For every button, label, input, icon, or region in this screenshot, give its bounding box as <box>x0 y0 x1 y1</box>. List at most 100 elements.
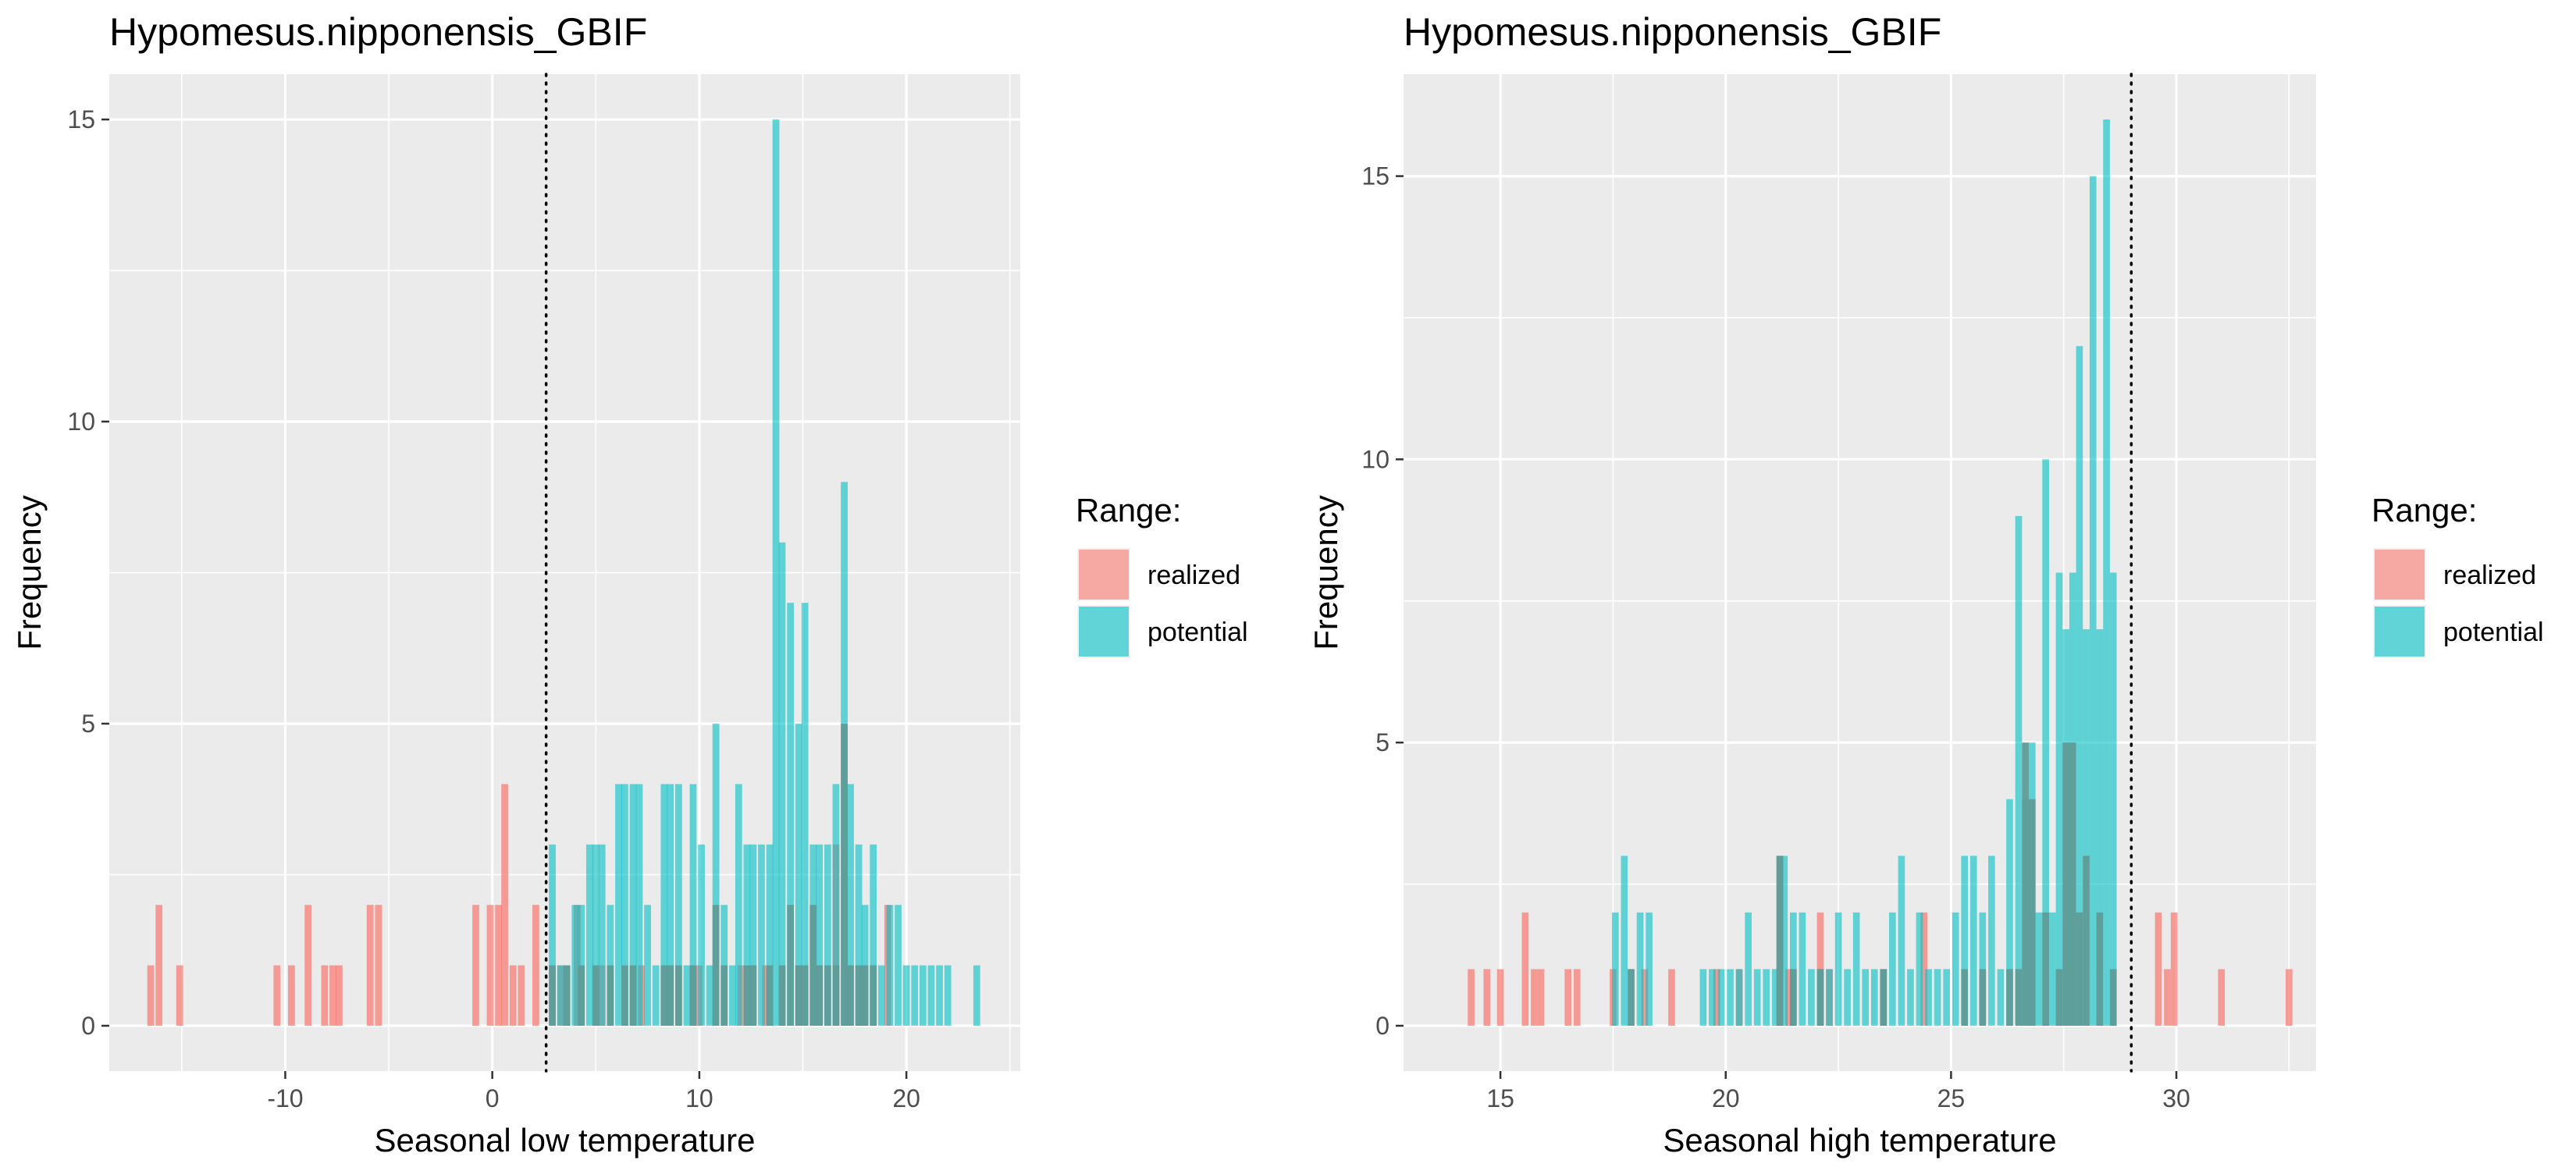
series-overlap <box>549 723 877 1026</box>
histogram-bar-realized <box>288 965 295 1026</box>
histogram-bar-potential <box>1611 912 1619 1026</box>
histogram-bar-overlap <box>578 965 585 1026</box>
histogram-bar-potential <box>824 844 831 1026</box>
histogram-bar-potential <box>598 844 606 1026</box>
histogram-bar-overlap <box>2069 742 2076 1026</box>
histogram-bar-realized <box>155 905 163 1026</box>
histogram-bar-realized <box>2218 969 2226 1026</box>
histogram-bar-overlap <box>2076 912 2083 1026</box>
histogram-bar-potential <box>1988 856 1995 1026</box>
histogram-bar-overlap <box>861 965 869 1026</box>
histogram-bar-realized <box>486 905 494 1026</box>
histogram-bar-potential <box>911 965 919 1026</box>
histogram-bar-realized <box>495 905 503 1026</box>
histogram-bar-potential <box>1870 969 1878 1026</box>
x-tick-label: 15 <box>1486 1084 1514 1112</box>
histogram-bar-realized <box>336 965 343 1026</box>
histogram-bar-realized <box>501 784 508 1026</box>
legend-label-potential: potential <box>1147 618 1248 647</box>
histogram-bar-potential <box>2083 629 2090 1026</box>
histogram-bar-potential <box>706 965 713 1026</box>
histogram-bar-potential <box>1997 969 2005 1026</box>
histogram-bar-potential <box>549 844 556 1026</box>
histogram-bar-potential <box>1735 969 1743 1026</box>
plot-panel-background <box>1404 74 2316 1071</box>
histogram-bar-potential <box>801 603 809 1026</box>
histogram-bar-potential <box>585 844 593 1026</box>
histogram-bar-potential <box>787 603 794 1026</box>
histogram-bar-potential <box>1943 969 1950 1026</box>
y-tick-label: 10 <box>67 408 95 436</box>
histogram-bar-potential <box>660 784 668 1026</box>
histogram-bar-overlap <box>787 905 794 1026</box>
histogram-bar-potential <box>1636 912 1644 1026</box>
histogram-bar-potential <box>644 905 651 1026</box>
legend-label-realized: realized <box>1147 561 1240 590</box>
histogram-bar-potential <box>743 844 751 1026</box>
histogram-bar-potential <box>973 965 980 1026</box>
histogram-bar-realized <box>1537 969 1545 1026</box>
histogram-bar-potential <box>1925 969 1932 1026</box>
histogram-bar-realized <box>1483 969 1491 1026</box>
histogram-bar-overlap <box>720 965 728 1026</box>
legend-label-potential: potential <box>2443 618 2544 647</box>
histogram-bar-potential <box>1916 912 1923 1026</box>
histogram-bar-potential <box>1844 969 1851 1026</box>
histogram-bar-overlap <box>549 965 556 1026</box>
histogram-bar-overlap <box>855 965 863 1026</box>
histogram-bar-potential <box>1621 856 1628 1026</box>
histogram-bar-potential <box>1907 969 1914 1026</box>
histogram-bar-overlap <box>1776 856 1784 1026</box>
histogram-bar-overlap <box>2062 742 2069 1026</box>
histogram-bar-overlap <box>2015 969 2023 1026</box>
x-tick-label: 20 <box>1712 1084 1740 1112</box>
histogram-bar-potential <box>1961 856 1969 1026</box>
histogram-bar-overlap <box>1979 969 1987 1026</box>
histogram-bar-potential <box>1781 856 1788 1026</box>
x-axis-title: Seasonal low temperature <box>375 1122 756 1159</box>
histogram-bar-overlap <box>2083 856 2090 1026</box>
histogram-bar-potential <box>2089 176 2097 1026</box>
histogram-bar-realized <box>2286 969 2293 1026</box>
histogram-bar-realized <box>375 905 382 1026</box>
histogram-bar-overlap <box>2022 742 2029 1026</box>
histogram-bar-realized <box>472 905 479 1026</box>
y-tick-label: 15 <box>1361 162 1389 190</box>
histogram-bar-potential <box>1826 969 1833 1026</box>
histogram-bar-potential <box>772 119 780 1026</box>
histogram-bar-potential <box>749 844 757 1026</box>
histogram-bar-realized <box>1496 969 1504 1026</box>
histogram-bar-potential <box>621 784 628 1026</box>
histogram-bar-realized <box>147 965 155 1026</box>
histogram-bar-potential <box>855 844 863 1026</box>
legend-swatch-potential <box>1079 607 1129 657</box>
histogram-bar-overlap <box>689 965 697 1026</box>
histogram-bar-potential <box>832 784 840 1026</box>
histogram-bar-potential <box>1646 912 1653 1026</box>
histogram-bar-potential <box>2109 572 2117 1026</box>
histogram-bar-potential <box>2055 572 2063 1026</box>
histogram-bar-potential <box>592 844 600 1026</box>
y-axis-title: Frequency <box>11 495 48 650</box>
histogram-bar-realized <box>2164 969 2171 1026</box>
histogram-bar-potential <box>2076 346 2083 1026</box>
legend: Range: realized potential <box>1076 492 1248 658</box>
histogram-bar-potential <box>2006 799 2013 1026</box>
histogram-bar-realized <box>176 965 183 1026</box>
histogram-bar-overlap <box>629 965 637 1026</box>
histogram-bar-overlap <box>2028 799 2036 1026</box>
histogram-bar-overlap <box>766 965 774 1026</box>
histogram-bar-overlap <box>778 965 786 1026</box>
histogram-bar-potential <box>886 905 894 1026</box>
histogram-bar-realized <box>1668 969 1675 1026</box>
x-tick-label: 25 <box>1937 1084 1966 1112</box>
y-tick-label: 5 <box>1375 728 1389 756</box>
histogram-bar-overlap <box>743 965 751 1026</box>
histogram-bar-realized <box>1468 969 1475 1026</box>
x-tick-label: -10 <box>267 1084 303 1112</box>
histogram-bar-realized <box>321 965 329 1026</box>
x-tick-label: 10 <box>685 1084 713 1112</box>
histogram-bar-overlap <box>809 905 817 1026</box>
histogram-bar-potential <box>1745 912 1752 1026</box>
histogram-bar-potential <box>944 965 952 1026</box>
